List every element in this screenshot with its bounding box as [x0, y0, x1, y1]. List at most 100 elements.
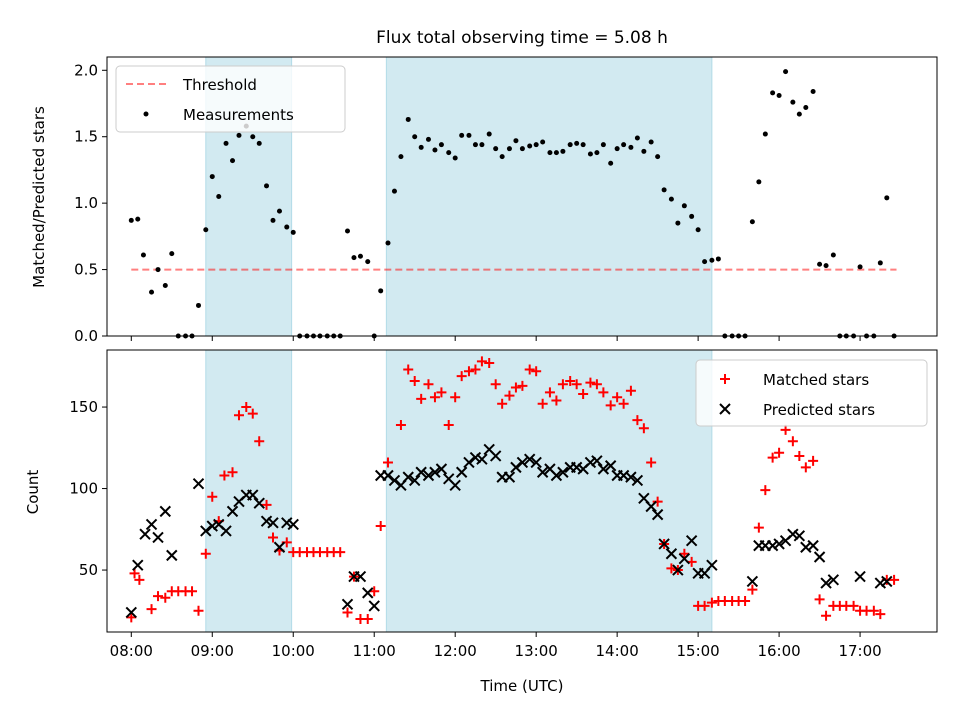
predicted-star-point	[665, 548, 678, 560]
measurement-point	[230, 158, 236, 164]
top-panel: 0.00.51.01.52.0 Matched/Predicted stars …	[30, 56, 938, 345]
predicted-star-point	[645, 500, 657, 513]
measurement-point	[344, 228, 350, 234]
measurement-point	[432, 147, 438, 153]
predicted-star-point	[354, 570, 367, 583]
measurement-point	[560, 148, 566, 154]
measurement-point	[270, 217, 276, 223]
bottom-x-axis-label: Time (UTC)	[480, 677, 564, 695]
predicted-star-point	[455, 466, 468, 478]
measurement-point	[412, 134, 418, 140]
measurement-point	[884, 195, 890, 201]
measurement-point	[776, 93, 782, 99]
measurement-point	[513, 138, 519, 144]
matched-star-point	[443, 419, 454, 430]
predicted-star-point	[631, 474, 644, 487]
matched-star-point	[335, 547, 346, 558]
matched-star-point	[598, 387, 609, 398]
measurement-point	[357, 253, 363, 259]
predicted-star-point	[435, 463, 448, 475]
measurement-point	[830, 252, 836, 258]
measurement-point	[628, 144, 634, 150]
measurement-point	[594, 150, 600, 156]
measurement-point	[236, 132, 242, 138]
predicted-star-point	[206, 520, 218, 532]
measurement-point	[608, 160, 614, 166]
measurement-point	[472, 142, 478, 148]
y-tick-label: 100	[69, 480, 98, 498]
matched-star-point	[557, 379, 568, 390]
y-tick-label: 1.5	[74, 128, 98, 146]
predicted-star-point	[550, 469, 563, 482]
predicted-star-point	[166, 549, 178, 562]
top-axes-frame	[106, 56, 938, 337]
measurement-point	[438, 142, 444, 148]
measurement-point	[580, 142, 586, 148]
matched-star-point	[774, 447, 785, 458]
matched-star-point	[227, 467, 238, 478]
bottom-axis-ticks: 08:00 09:00 10:00 11:00 12:00 13:00 14:00 15:00…	[69, 398, 881, 660]
measurement-point	[817, 261, 823, 267]
measurement-point	[749, 219, 755, 225]
matched-star-point	[187, 586, 198, 597]
predicted-star-point	[402, 471, 414, 483]
matched-star-point	[416, 393, 427, 404]
predicted-star-point	[341, 598, 354, 610]
predicted-star-point	[463, 456, 475, 469]
predicted-star-point	[220, 525, 232, 537]
predicted-star-point	[132, 559, 144, 571]
matched-star-point	[747, 584, 758, 595]
matched-star-point	[591, 379, 602, 390]
measurement-point	[709, 257, 715, 263]
matched-star-point	[490, 379, 501, 390]
measurement-point	[547, 150, 553, 156]
matched-star-point	[679, 548, 690, 559]
measurement-point	[479, 142, 485, 148]
measurement-point	[574, 140, 580, 146]
matched-star-point	[484, 358, 495, 369]
measurement-point	[533, 142, 539, 148]
matched-star-point	[787, 436, 798, 447]
predicted-star-point	[388, 474, 401, 487]
matched-star-point	[814, 594, 825, 605]
matched-star-point	[409, 375, 420, 386]
y-tick-label: 1.0	[74, 194, 98, 212]
measurement-point	[486, 131, 492, 137]
matched-star-point	[666, 563, 677, 574]
matched-star-point	[342, 607, 353, 618]
x-tick-label: 13:00	[515, 642, 558, 660]
measurement-point	[459, 132, 465, 138]
predicted-star-point	[793, 530, 806, 542]
predicted-star-point	[503, 471, 516, 483]
matched-star-point	[551, 395, 562, 406]
matched-star-point	[207, 491, 218, 502]
measurement-point	[695, 227, 701, 233]
matched-star-point	[126, 612, 137, 623]
measurement-point	[135, 216, 141, 222]
matched-star-point	[382, 457, 393, 468]
measurement-point	[499, 154, 505, 160]
matched-star-point	[456, 371, 467, 382]
matched-star-point	[193, 605, 204, 616]
matched-star-point	[254, 436, 265, 447]
predicted-star-point	[625, 471, 637, 483]
matched-star-point	[517, 380, 528, 391]
predicted-star-point	[807, 539, 819, 552]
matched-star-point	[740, 596, 751, 607]
measurement-point	[770, 90, 776, 96]
matched-star-point	[395, 419, 406, 430]
measurement-point	[655, 154, 661, 160]
matched-star-point	[868, 605, 879, 616]
predicted-star-point	[874, 577, 887, 589]
measurement-point	[378, 288, 384, 294]
legend-predicted-label: Predicted stars	[763, 401, 875, 419]
legend-threshold-label: Threshold	[182, 76, 257, 94]
matched-star-point	[646, 457, 657, 468]
predicted-star-point	[152, 531, 164, 544]
matched-star-point	[585, 377, 596, 388]
bottom-legend: Matched stars Predicted stars	[695, 359, 928, 427]
measurement-point	[391, 188, 397, 194]
bottom-y-axis-label: Count	[24, 470, 42, 515]
legend-measurements-label: Measurements	[183, 106, 294, 124]
x-tick-label: 08:00	[110, 642, 153, 660]
